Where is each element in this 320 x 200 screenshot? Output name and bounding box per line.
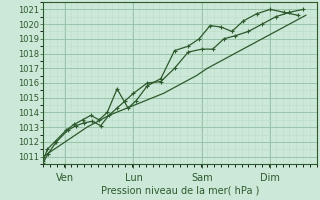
- X-axis label: Pression niveau de la mer( hPa ): Pression niveau de la mer( hPa ): [101, 186, 259, 196]
